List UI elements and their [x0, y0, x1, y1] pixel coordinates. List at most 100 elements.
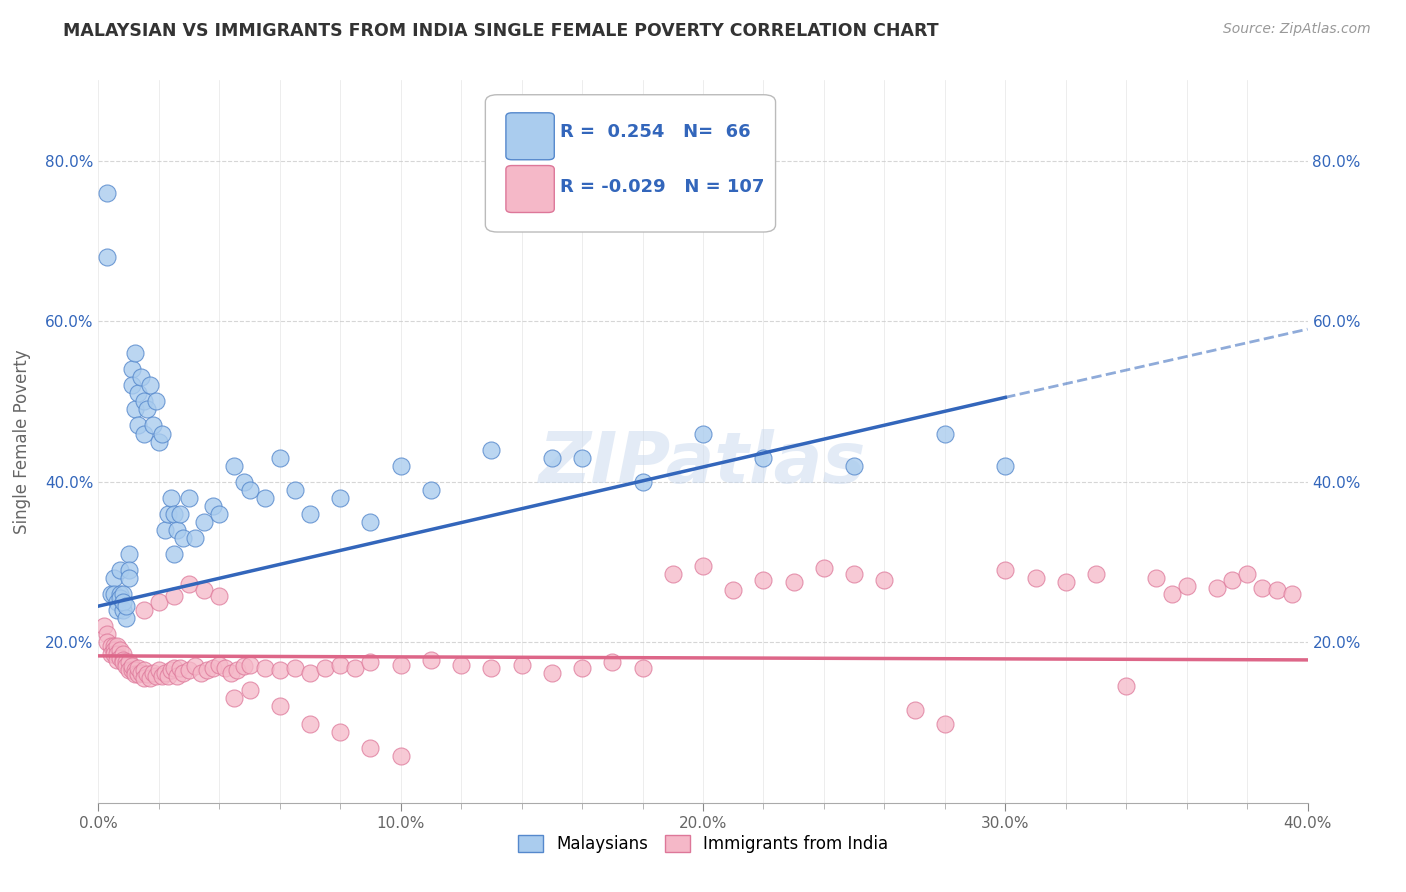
Point — [420, 653, 443, 667]
Point — [148, 664, 170, 678]
Point — [299, 717, 322, 731]
Point — [118, 655, 141, 669]
Point — [156, 507, 179, 521]
Point — [253, 491, 276, 505]
Point — [631, 475, 654, 489]
Point — [121, 659, 143, 673]
Point — [253, 661, 276, 675]
Point — [132, 671, 155, 685]
Point — [163, 661, 186, 675]
Point — [145, 394, 167, 409]
Point — [129, 370, 152, 384]
Point — [148, 434, 170, 449]
Point — [1024, 571, 1046, 585]
Point — [299, 507, 322, 521]
Point — [96, 635, 118, 649]
Text: Source: ZipAtlas.com: Source: ZipAtlas.com — [1223, 22, 1371, 37]
Point — [239, 683, 262, 698]
Point — [111, 655, 134, 669]
Point — [111, 648, 134, 662]
Point — [1115, 680, 1137, 694]
Point — [127, 661, 149, 675]
Point — [904, 703, 927, 717]
Text: R = -0.029   N = 107: R = -0.029 N = 107 — [561, 178, 765, 196]
Point — [135, 402, 157, 417]
Point — [1220, 573, 1243, 587]
Point — [344, 661, 367, 675]
Point — [153, 523, 176, 537]
Point — [1206, 581, 1229, 595]
Point — [145, 669, 167, 683]
Point — [163, 507, 186, 521]
Point — [160, 491, 183, 505]
Point — [111, 595, 134, 609]
Point — [783, 574, 806, 589]
Point — [124, 664, 146, 678]
Point — [314, 661, 336, 675]
Point — [389, 657, 412, 672]
Point — [208, 507, 231, 521]
Point — [96, 627, 118, 641]
Point — [118, 664, 141, 678]
Point — [481, 661, 503, 675]
Point — [169, 661, 191, 675]
Point — [389, 749, 412, 764]
Point — [96, 250, 118, 264]
Point — [111, 603, 134, 617]
Point — [103, 643, 125, 657]
Y-axis label: Single Female Poverty: Single Female Poverty — [13, 350, 31, 533]
Point — [105, 639, 128, 653]
Point — [329, 491, 352, 505]
Point — [121, 664, 143, 678]
Point — [202, 661, 225, 675]
Point — [132, 394, 155, 409]
Point — [114, 655, 136, 669]
Point — [692, 558, 714, 574]
Point — [1236, 567, 1258, 582]
Point — [239, 483, 262, 497]
Point — [100, 648, 122, 662]
Point — [184, 659, 207, 673]
Point — [692, 426, 714, 441]
Point — [1267, 583, 1289, 598]
Point — [1054, 574, 1077, 589]
Point — [108, 563, 131, 577]
Point — [103, 648, 125, 662]
Point — [540, 450, 562, 465]
Point — [221, 665, 243, 680]
Point — [163, 589, 186, 603]
Point — [124, 667, 146, 681]
Point — [934, 426, 956, 441]
Point — [232, 659, 254, 673]
Point — [190, 665, 212, 680]
Point — [208, 589, 231, 603]
Point — [420, 483, 443, 497]
Point — [752, 573, 775, 587]
Point — [208, 657, 231, 672]
Point — [105, 603, 128, 617]
Point — [1160, 587, 1182, 601]
Point — [193, 515, 215, 529]
Point — [108, 591, 131, 605]
Point — [114, 599, 136, 614]
Point — [873, 573, 896, 587]
Point — [156, 669, 179, 683]
Point — [571, 450, 593, 465]
Point — [239, 657, 262, 672]
Point — [232, 475, 254, 489]
FancyBboxPatch shape — [485, 95, 776, 232]
FancyBboxPatch shape — [506, 112, 554, 160]
Point — [127, 386, 149, 401]
Point — [127, 418, 149, 433]
Point — [132, 426, 155, 441]
Point — [226, 664, 249, 678]
Point — [124, 346, 146, 360]
Point — [118, 563, 141, 577]
Point — [994, 458, 1017, 473]
Point — [360, 515, 382, 529]
Point — [127, 667, 149, 681]
Point — [118, 571, 141, 585]
Point — [661, 567, 683, 582]
Point — [118, 547, 141, 561]
Point — [571, 661, 593, 675]
